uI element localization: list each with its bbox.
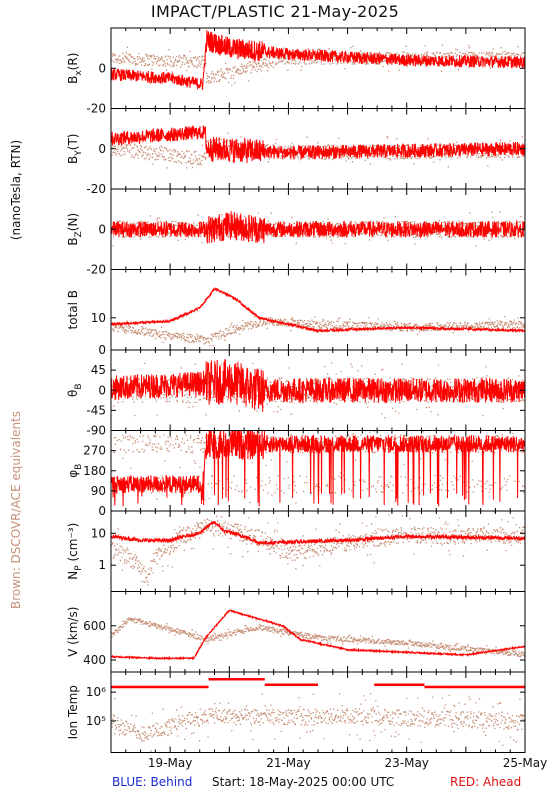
panel-theta-tick-0: 45: [91, 363, 106, 377]
panel-bz-tick-0: 0: [98, 222, 106, 236]
series-ace-bx: [111, 44, 525, 86]
panel-temp-tick-0: 10⁶: [86, 685, 106, 699]
series-ahead-phi: [111, 430, 525, 507]
panel-bx-tick-0: 0: [98, 61, 106, 75]
panel-phi-ylabel: φB: [66, 464, 84, 478]
panel-v-tick-0: 600: [83, 619, 106, 633]
panel-bz-tick-1: -20: [86, 263, 106, 277]
legend-behind: BLUE: Behind: [112, 775, 193, 789]
series-ahead-btotal: [111, 286, 525, 334]
panel-bx-plot: [111, 30, 525, 90]
panel-phi-plot: [111, 430, 525, 507]
panel-bz-plot: [111, 211, 525, 247]
series-ahead-by: [111, 124, 525, 164]
panel-v-tick-1: 400: [83, 653, 106, 667]
start-label: Start: 18-May-2025 00:00 UTC: [212, 775, 395, 789]
panel-btotal-plot: [111, 286, 525, 347]
panel-by-plot: [111, 124, 525, 169]
x-tick-23-May: 23-May: [385, 756, 429, 770]
panel-temp-tick-1: 10⁵: [86, 714, 106, 728]
series-ahead-np: [111, 520, 525, 546]
x-tick-21-May: 21-May: [266, 756, 310, 770]
series-ahead-v: [111, 609, 525, 661]
panel-theta-tick-1: 0: [98, 383, 106, 397]
panel-phi-tick-3: 0: [98, 504, 106, 518]
panel-btotal-ylabel: total B: [66, 290, 80, 330]
series-ace-np: [111, 511, 525, 586]
side-label-brown: Brown: DSCOVR/ACE equivalents: [9, 411, 23, 609]
series-ace-temp: [111, 693, 525, 753]
side-label-units: (nanoTesla, RTN): [9, 140, 23, 240]
panel-theta-tick-2: -45: [86, 403, 106, 417]
x-tick-19-May: 19-May: [148, 756, 192, 770]
panel-phi-tick-0: 270: [83, 444, 106, 458]
panel-theta-tick-3: -90: [86, 424, 106, 438]
panel-np-plot: [111, 511, 525, 586]
panel-bx-tick-1: -20: [86, 102, 106, 116]
series-ahead-bx: [111, 30, 525, 90]
panel-np-tick-1: 1: [98, 558, 106, 572]
chart-title: IMPACT/PLASTIC 21-May-2025: [150, 2, 400, 21]
panel-by-tick-1: -20: [86, 182, 106, 196]
panel-v-plot: [111, 609, 525, 661]
panel-np-ylabel: NP (cm⁻³): [66, 523, 84, 580]
panel-phi-tick-2: 90: [91, 484, 106, 498]
panel-by-ylabel: BY(T): [66, 134, 84, 164]
series-ahead-bz: [111, 211, 525, 244]
panel-v-ylabel: V (km/s): [66, 607, 80, 657]
panel-bz-ylabel: BZ(N): [66, 213, 84, 246]
panel-bx-frame: [110, 27, 526, 109]
legend-ahead: RED: Ahead: [450, 775, 522, 789]
series-ace-v: [111, 617, 525, 658]
panel-temp-plot: [111, 678, 525, 753]
series-ahead-theta: [111, 359, 525, 412]
panel-btotal-tick-0: 10: [91, 311, 106, 325]
panel-bx-ylabel: Bx(R): [66, 53, 84, 84]
panel-np-tick-0: 10: [91, 526, 106, 540]
panel-btotal-tick-1: 0: [98, 343, 106, 357]
panel-phi-tick-1: 180: [83, 464, 106, 478]
panel-temp-ylabel: Ion Temp: [66, 685, 80, 739]
panel-by-tick-0: 0: [98, 142, 106, 156]
x-tick-25-May: 25-May: [503, 756, 547, 770]
panel-theta-plot: [111, 359, 525, 419]
panel-theta-ylabel: θB: [66, 383, 84, 397]
